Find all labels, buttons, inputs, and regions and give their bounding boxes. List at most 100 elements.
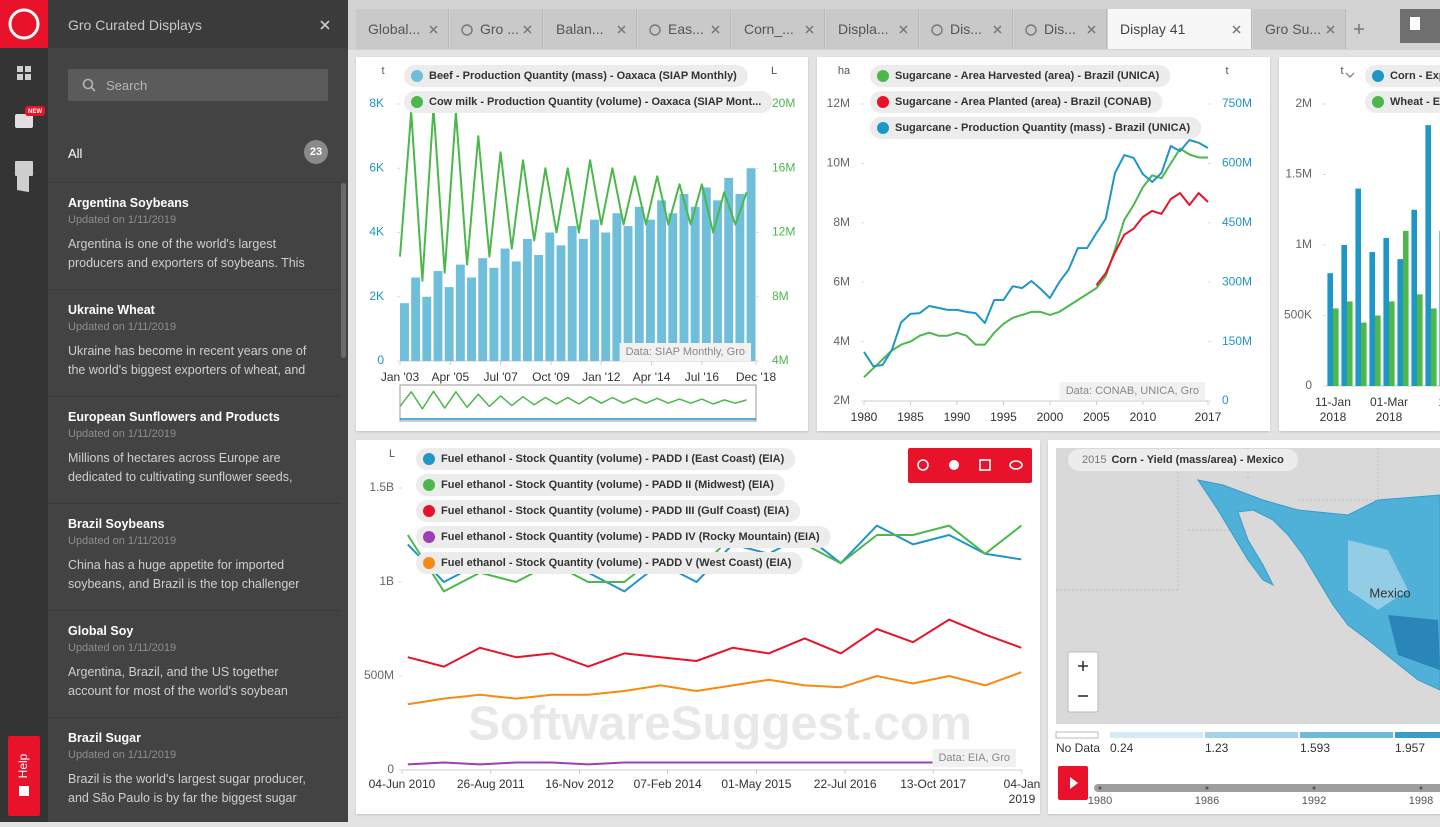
layer-year: 2015 xyxy=(1082,454,1106,466)
series-line xyxy=(407,618,1022,668)
display-item[interactable]: Global Soy Updated on 1/11/2019 Argentina,… xyxy=(48,611,340,718)
legend-item[interactable] xyxy=(870,65,1171,87)
y-tick-label: 1.5B xyxy=(369,480,394,494)
help-button[interactable] xyxy=(8,736,40,816)
chart: 0 2K 4K 6K 8K 4M 8M 12M 16M 20M t L Jan '03 Apr '05 Ju… xyxy=(369,65,795,422)
display-item[interactable]: Argentina Soybeans Updated on 1/11/2019 Ar… xyxy=(48,183,340,290)
legend-swatch xyxy=(1372,70,1384,82)
logo[interactable] xyxy=(0,0,48,48)
search-box[interactable]: Search xyxy=(68,69,328,101)
all-filter[interactable]: All 23 xyxy=(48,122,340,183)
close-tab[interactable] xyxy=(711,25,720,34)
item-description: Ukraine has become in recent years one o… xyxy=(68,344,307,377)
legend-item[interactable] xyxy=(416,552,803,574)
rail-icons: NEW Help xyxy=(0,0,48,816)
display-list: Argentina Soybeans Updated on 1/11/2019 Ar… xyxy=(48,183,340,822)
history-button[interactable] xyxy=(917,459,929,471)
y-tick-label: 6M xyxy=(833,274,850,288)
view-button[interactable] xyxy=(1009,460,1023,470)
timeline-tick xyxy=(1312,786,1316,790)
legend-item[interactable] xyxy=(416,500,801,522)
bar xyxy=(1327,273,1333,386)
tab-label: Global... xyxy=(368,21,421,37)
bar xyxy=(1361,322,1367,386)
bar xyxy=(612,213,622,361)
x-tick-label: 16-Nov 2012 xyxy=(545,777,614,791)
x-tick-label: Jan '12 xyxy=(582,370,621,384)
display-item[interactable]: Ukraine Wheat Updated on 1/11/2019 Ukraine… xyxy=(48,290,340,397)
display-item[interactable]: Brazil Soybeans Updated on 1/11/2019 China… xyxy=(48,504,340,611)
bar xyxy=(1341,245,1347,386)
item-title: Brazil Soybeans xyxy=(68,517,165,531)
new-tab[interactable] xyxy=(1354,24,1364,34)
legend-label: Fuel ethanol - Stock Quantity (volume) -… xyxy=(441,505,789,517)
close-tab[interactable] xyxy=(899,25,908,34)
close-tab[interactable] xyxy=(1326,25,1335,34)
legend-item[interactable] xyxy=(416,448,796,470)
tab-label: Gro ... xyxy=(480,21,519,37)
tab[interactable]: Global... xyxy=(356,9,449,49)
legend-item[interactable] xyxy=(404,91,773,113)
y2-tick-label: 600M xyxy=(1222,156,1252,170)
legend-item[interactable] xyxy=(404,65,748,87)
close-tab[interactable] xyxy=(429,25,438,34)
timeline-tick xyxy=(1419,786,1423,790)
tab[interactable]: Eas... xyxy=(638,9,731,49)
close-tab[interactable] xyxy=(805,25,814,34)
legend-swatch xyxy=(423,479,435,491)
tab-controls xyxy=(429,9,1440,43)
bar xyxy=(657,200,667,361)
bar xyxy=(746,168,756,361)
tab[interactable]: Balan... xyxy=(544,9,637,49)
close-tab[interactable] xyxy=(1087,25,1096,34)
dashboard-icon[interactable] xyxy=(17,66,31,80)
bar xyxy=(522,238,532,361)
tab-label: Dis... xyxy=(950,21,982,37)
chart-panel: 0500K1M1.5M2Mt11-Jan201801-Mar201819Corn… xyxy=(1279,57,1440,431)
legend-swatch xyxy=(411,96,423,108)
legend-item[interactable] xyxy=(870,91,1163,113)
bar xyxy=(444,287,454,361)
series-line xyxy=(407,759,986,766)
store-icon[interactable] xyxy=(15,114,33,128)
legend-item[interactable] xyxy=(416,526,831,548)
zoom-in[interactable] xyxy=(1078,661,1088,671)
bar xyxy=(1425,125,1431,387)
menu-icon xyxy=(1410,17,1420,30)
legend-swatch xyxy=(423,505,435,517)
y-tick-label: 500M xyxy=(364,668,394,682)
layer-label-bg xyxy=(1068,449,1298,471)
navigator[interactable] xyxy=(399,384,757,422)
tab[interactable]: Display 41 xyxy=(1108,9,1252,49)
share-button[interactable] xyxy=(979,459,991,471)
legend-item[interactable] xyxy=(870,117,1202,139)
display-item[interactable]: European Sunflowers and Products Updated … xyxy=(48,397,340,504)
legend-toggle[interactable] xyxy=(1345,72,1355,78)
book-icon[interactable] xyxy=(17,173,29,193)
y2-unit: t xyxy=(1225,65,1228,77)
settings-button[interactable] xyxy=(949,460,959,470)
legend-label: Sugarcane - Production Quantity (mass) -… xyxy=(895,122,1191,134)
chart-panel: 0 500M 1B 1.5B L 04-Jun 2010 26-Aug 2011 16-Nov… xyxy=(356,440,1040,814)
y2-tick-label: 4M xyxy=(772,353,789,367)
legend-label: Corn - Exp xyxy=(1390,70,1440,82)
display-item[interactable]: Brazil Sugar Updated on 1/11/2019 Brazil i… xyxy=(48,718,340,822)
country-shape[interactable] xyxy=(1196,479,1440,691)
legend-item[interactable] xyxy=(1365,65,1440,87)
bar xyxy=(1383,237,1389,386)
folder-icon[interactable] xyxy=(15,161,33,176)
close-tab[interactable] xyxy=(993,25,1002,34)
bar xyxy=(601,232,611,361)
legend-label: Fuel ethanol - Stock Quantity (volume) -… xyxy=(441,557,792,569)
close-tab[interactable] xyxy=(617,25,626,34)
legend-label: 0.24 xyxy=(1110,741,1134,755)
legend-item[interactable] xyxy=(1365,91,1440,113)
x-tick-label: 26-Aug 2011 xyxy=(457,777,525,791)
legend-item[interactable] xyxy=(416,474,785,496)
close-tab[interactable] xyxy=(523,25,532,34)
close-tab[interactable] xyxy=(1232,25,1241,34)
timeline-tick xyxy=(1098,786,1102,790)
scrollbar[interactable] xyxy=(341,183,346,358)
close-sidebar[interactable] xyxy=(319,19,331,31)
y-tick-label: 8K xyxy=(369,96,384,110)
